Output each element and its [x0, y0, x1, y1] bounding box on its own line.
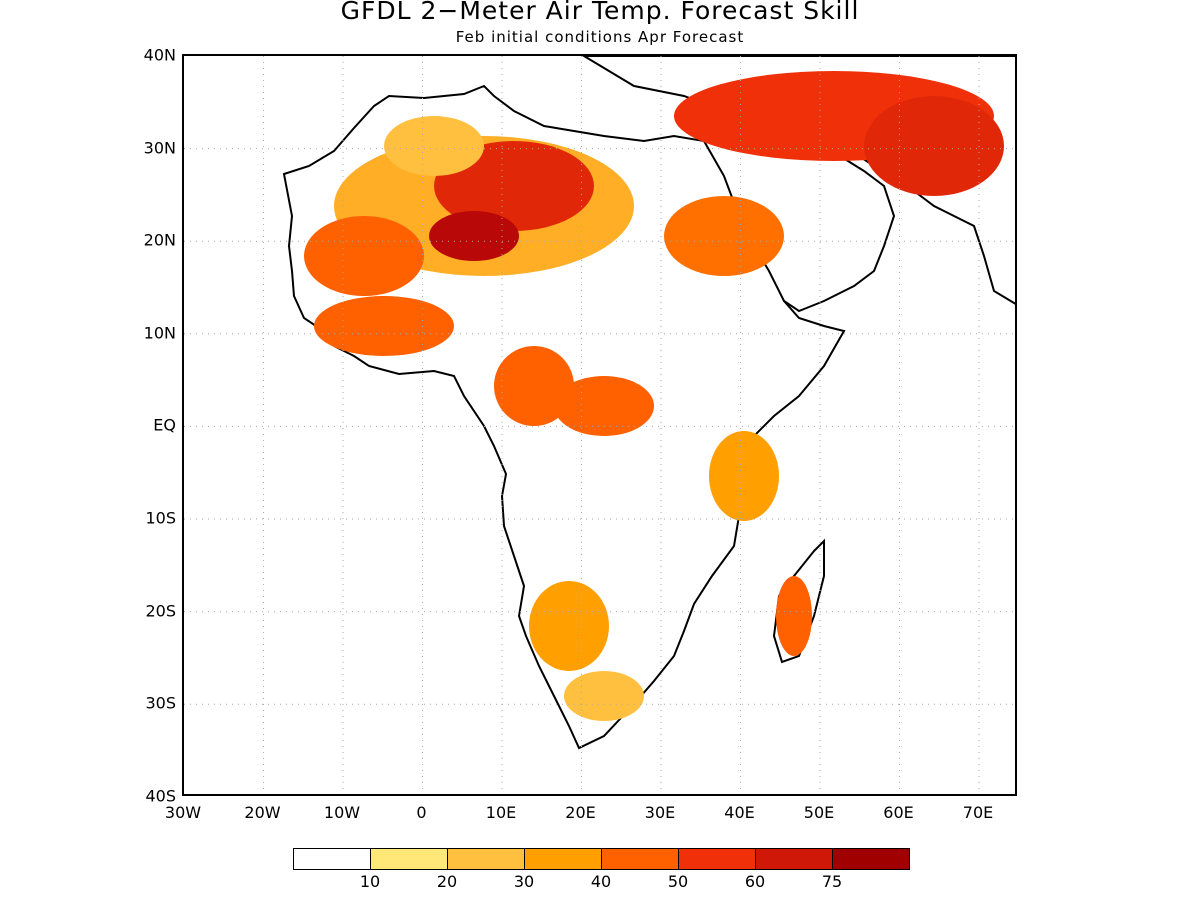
colorbar-label: 50 [667, 872, 689, 891]
longitude-label: 70E [962, 803, 994, 822]
skill-map [184, 56, 1015, 794]
longitude-label: 40E [724, 803, 755, 822]
colorbar-swatch [679, 849, 756, 869]
map-title: GFDL 2−Meter Air Temp. Forecast Skill [340, 0, 860, 25]
graticule [184, 56, 1015, 794]
colorbar-swatch [294, 849, 371, 869]
colorbar-swatch [602, 849, 679, 869]
colorbar-label: 30 [513, 872, 535, 891]
colorbar-swatch [448, 849, 525, 869]
latitude-label: EQ [153, 415, 176, 435]
latitude-label: 40S [145, 786, 176, 806]
colorbar-label: 40 [590, 872, 612, 891]
colorbar-swatch [371, 849, 448, 869]
latitude-label: 10S [145, 508, 176, 528]
longitude-label: 20E [565, 803, 596, 822]
longitude-label: 0 [416, 803, 427, 822]
longitude-label: 30E [644, 803, 676, 822]
colorbar-swatch [756, 849, 833, 869]
map-frame [182, 54, 1017, 796]
latitude-label: 20S [145, 601, 176, 621]
latitude-label: 20N [143, 230, 176, 250]
colorbar-label: 75 [821, 872, 843, 891]
colorbar-label: 20 [436, 872, 458, 891]
latitude-label: 40N [143, 45, 176, 65]
colorbar-swatch [833, 849, 909, 869]
longitude-label: 20W [244, 803, 281, 822]
map-subtitle: Feb initial conditions Apr Forecast [455, 28, 745, 46]
colorbar-swatch [525, 849, 602, 869]
longitude-label: 60E [883, 803, 914, 822]
colorbar-label: 10 [359, 872, 381, 891]
latitude-label: 30S [145, 693, 176, 713]
latitude-label: 30N [143, 138, 176, 158]
latitude-label: 10N [143, 323, 176, 343]
colorbar-label: 60 [744, 872, 766, 891]
longitude-label: 10W [323, 803, 361, 822]
longitude-label: 30W [164, 803, 202, 822]
longitude-label: 50E [803, 803, 835, 822]
longitude-label: 10E [485, 803, 517, 822]
colorbar [293, 848, 910, 870]
